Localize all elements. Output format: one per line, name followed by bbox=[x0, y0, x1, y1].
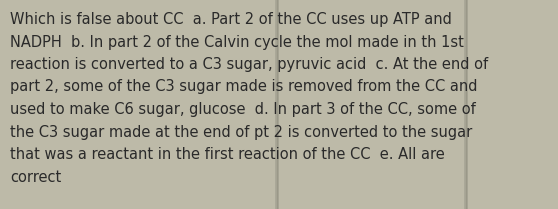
Text: correct: correct bbox=[10, 169, 61, 185]
Text: NADPH  b. In part 2 of the Calvin cycle the mol made in th 1st: NADPH b. In part 2 of the Calvin cycle t… bbox=[10, 34, 464, 50]
Text: used to make C6 sugar, glucose  d. In part 3 of the CC, some of: used to make C6 sugar, glucose d. In par… bbox=[10, 102, 476, 117]
Text: the C3 sugar made at the end of pt 2 is converted to the sugar: the C3 sugar made at the end of pt 2 is … bbox=[10, 125, 472, 139]
Bar bbox=[275, 0, 279, 209]
Bar bbox=[464, 0, 468, 209]
Text: part 2, some of the C3 sugar made is removed from the CC and: part 2, some of the C3 sugar made is rem… bbox=[10, 79, 478, 94]
Text: reaction is converted to a C3 sugar, pyruvic acid  c. At the end of: reaction is converted to a C3 sugar, pyr… bbox=[10, 57, 488, 72]
Text: Which is false about CC  a. Part 2 of the CC uses up ATP and: Which is false about CC a. Part 2 of the… bbox=[10, 12, 452, 27]
Text: that was a reactant in the first reaction of the CC  e. All are: that was a reactant in the first reactio… bbox=[10, 147, 445, 162]
